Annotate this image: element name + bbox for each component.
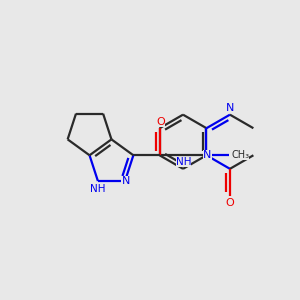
Text: NH: NH [90,184,106,194]
Text: O: O [156,117,165,127]
Text: N: N [122,176,130,186]
Text: NH: NH [176,157,191,167]
Text: CH₃: CH₃ [231,150,249,160]
Text: N: N [226,103,234,113]
Text: N: N [203,150,211,160]
Text: O: O [226,198,234,208]
